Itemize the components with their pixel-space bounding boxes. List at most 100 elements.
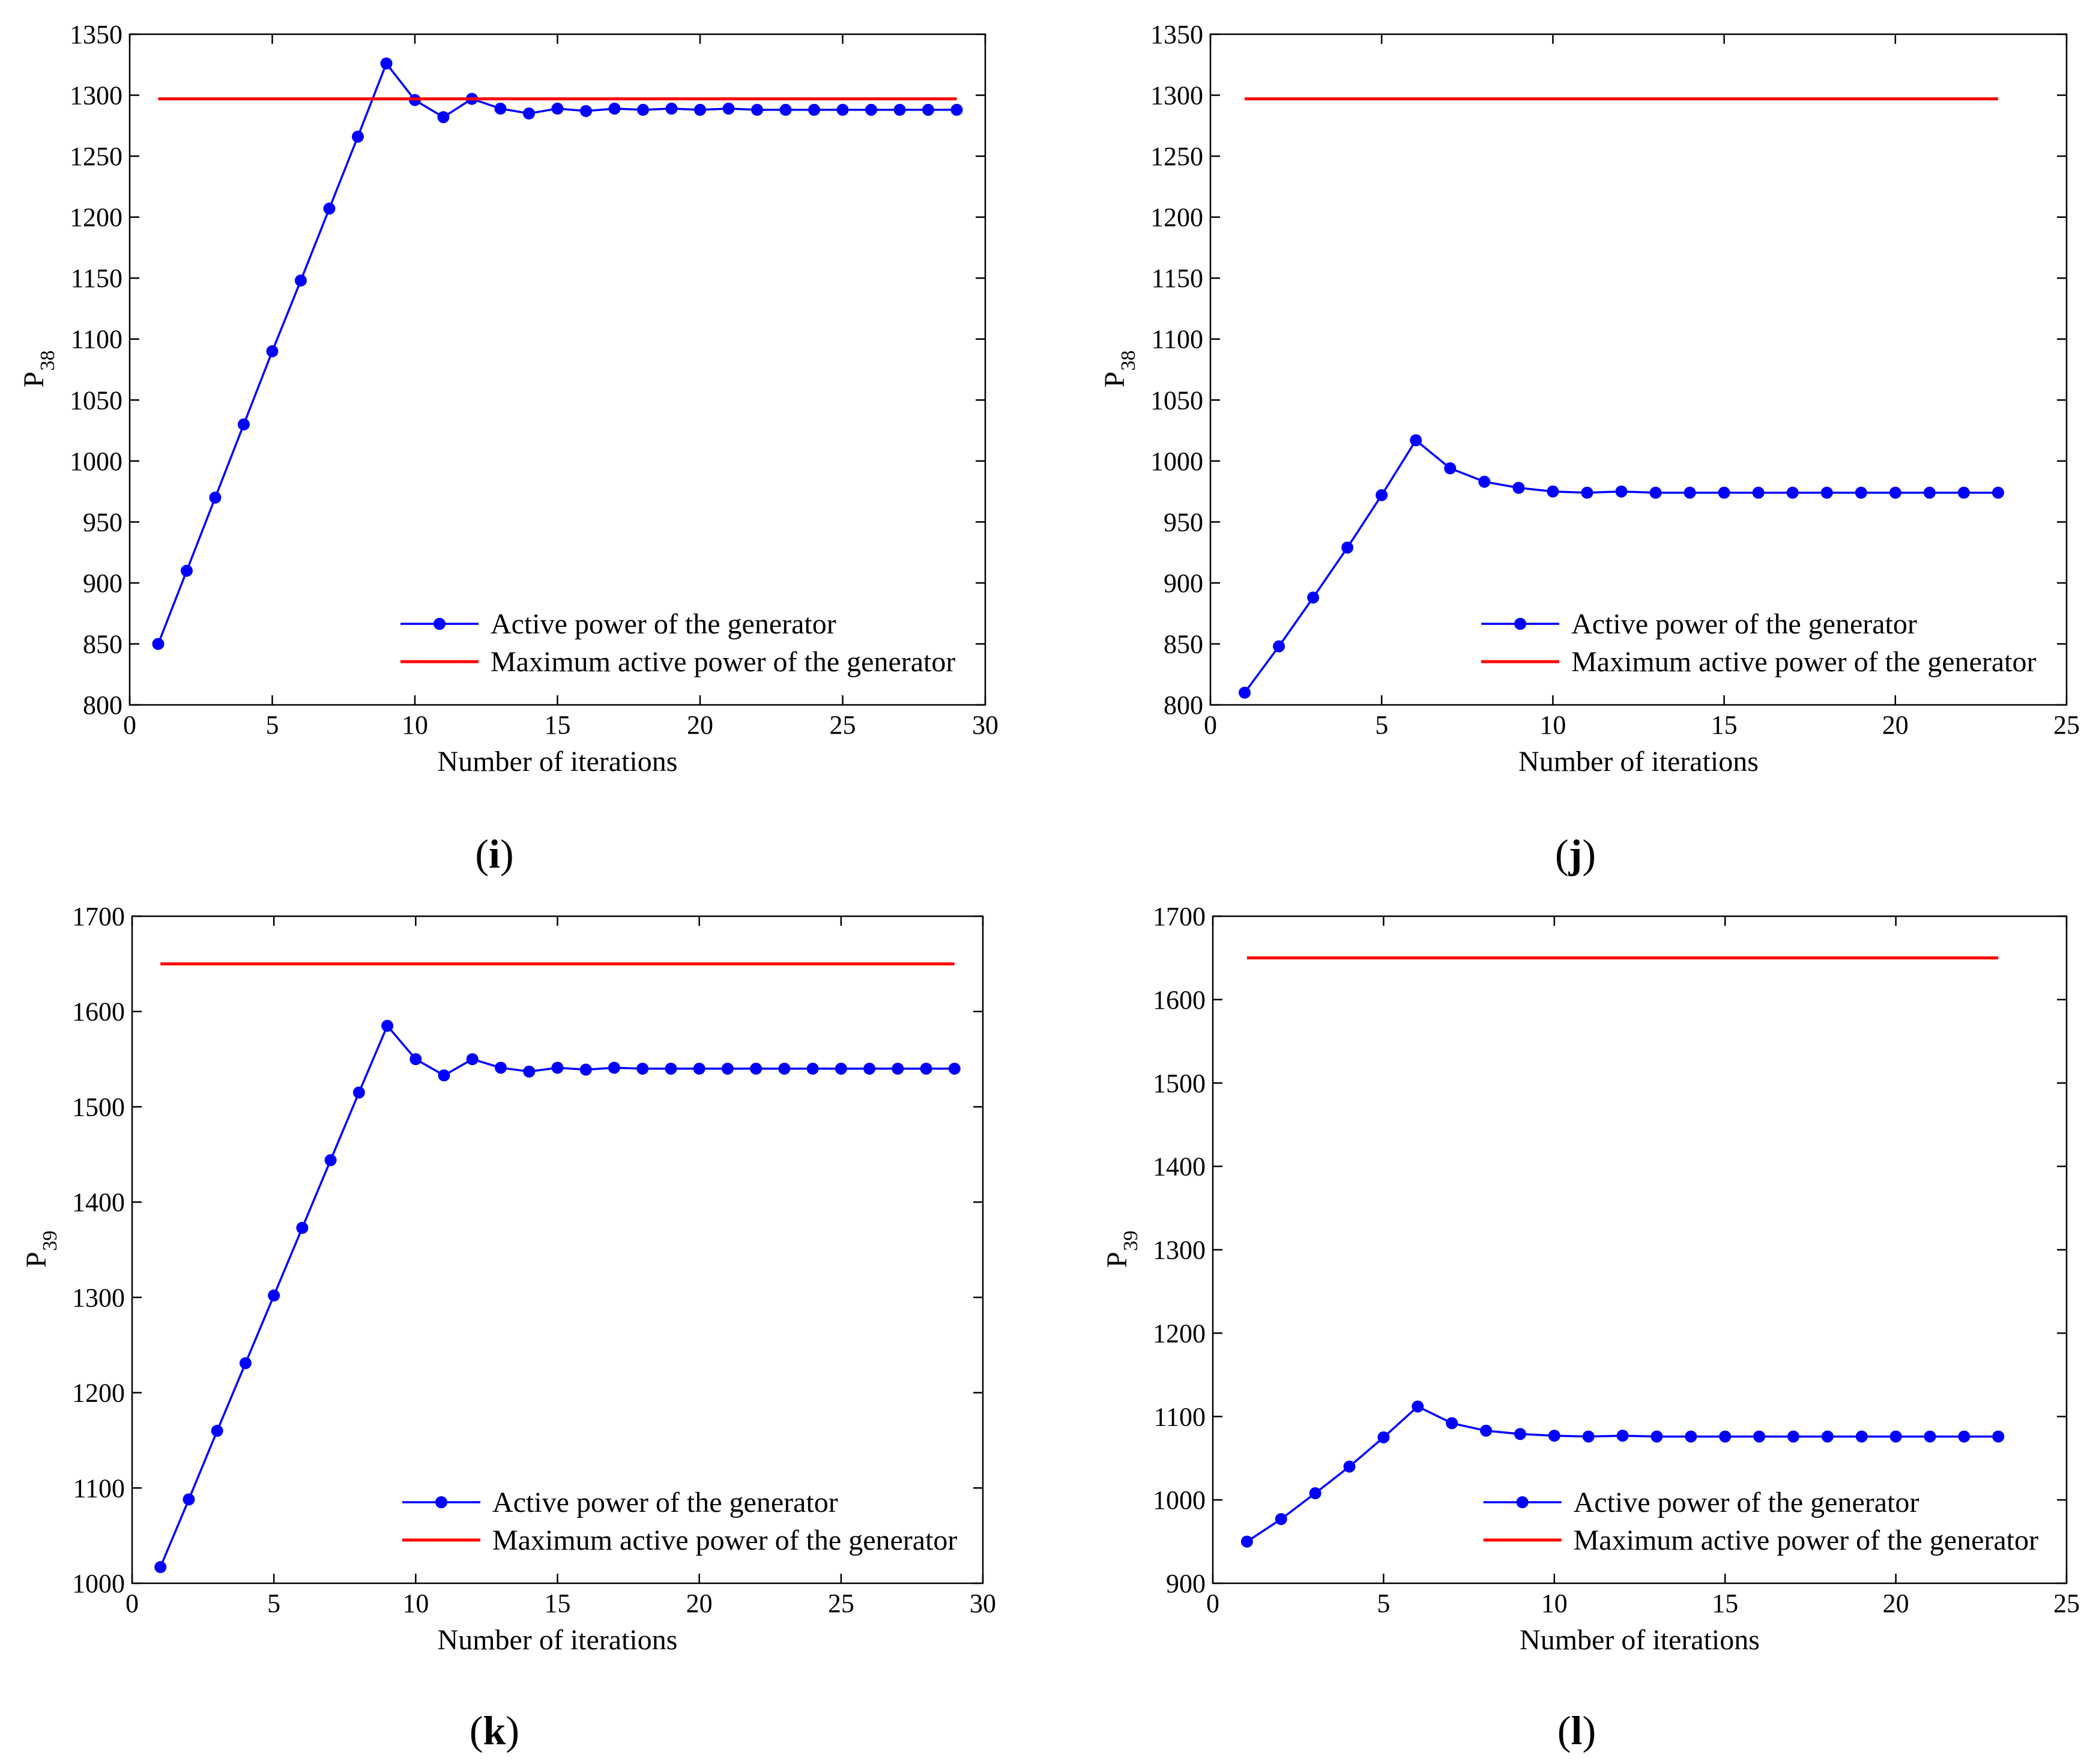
legend-label-max: Maximum active power of the generator: [492, 1524, 957, 1556]
y-tick-label: 1150: [71, 264, 122, 293]
active-power-point: [1275, 1513, 1287, 1526]
active-power-point: [1889, 486, 1901, 499]
caption-open-paren: (: [475, 831, 489, 877]
x-tick-label: 20: [1882, 710, 1909, 740]
active-power-point: [580, 104, 592, 117]
legend-label-active: Active power of the generator: [1571, 608, 1917, 640]
active-power-point: [1480, 1424, 1493, 1437]
active-power-point: [893, 103, 906, 116]
y-tick-label: 900: [1164, 569, 1203, 598]
active-power-point: [865, 103, 877, 116]
legend-marker-active: [1516, 1496, 1529, 1508]
active-power-point: [892, 1062, 904, 1075]
y-tick-label: 1350: [70, 20, 122, 49]
active-power-point: [551, 102, 564, 115]
active-power-point: [1307, 591, 1320, 604]
active-power-point: [183, 1493, 195, 1506]
y-tick-label: 1200: [70, 203, 122, 232]
active-power-point: [1239, 686, 1251, 699]
active-power-point: [694, 103, 706, 116]
y-tick-label: 1150: [1152, 264, 1203, 293]
x-tick-label: 30: [972, 710, 998, 740]
y-tick-label: 1400: [1153, 1152, 1206, 1182]
legend-label-max: Maximum active power of the generator: [1571, 646, 2036, 678]
panel-caption: (l): [1557, 1708, 1596, 1753]
x-tick-label: 0: [125, 1589, 139, 1618]
y-tick-label: 1300: [70, 81, 122, 110]
active-power-point: [1753, 1430, 1766, 1443]
active-power-point: [466, 1053, 479, 1066]
active-power-point: [381, 1019, 394, 1032]
plot-frame: [1212, 915, 2068, 1584]
y-tick-label: 1000: [1150, 447, 1203, 476]
active-power-point: [1923, 486, 1936, 499]
caption-open-paren: (: [1557, 1708, 1571, 1753]
x-tick-label: 15: [1711, 710, 1738, 740]
active-power-point: [1444, 462, 1457, 475]
y-tick-label: 1250: [1150, 142, 1203, 171]
active-power-point: [608, 1062, 620, 1074]
active-power-point: [324, 1154, 337, 1167]
active-power-point: [1821, 1430, 1834, 1443]
active-power-point: [523, 107, 535, 120]
active-power-point: [808, 103, 820, 116]
x-tick-label: 15: [545, 710, 571, 740]
caption-letter: l: [1571, 1708, 1583, 1753]
active-power-point: [863, 1062, 876, 1075]
active-power-point: [1855, 486, 1867, 499]
active-power-point: [437, 111, 450, 124]
chart-panel-i: 0 5 10 15 20 25 30 800 850 900 950 1000 1050 1100 1150…: [18, 20, 998, 877]
active-power-point: [209, 491, 222, 504]
x-tick-label: 30: [970, 1589, 996, 1618]
active-power-point: [1992, 486, 2004, 499]
y-tick-label: 1400: [72, 1188, 125, 1217]
caption-close-paren: ): [1582, 831, 1596, 877]
caption-open-paren: (: [470, 1708, 483, 1753]
x-tick-label: 10: [1541, 1589, 1568, 1618]
active-power-point: [1651, 1430, 1663, 1443]
active-power-point: [1514, 1428, 1526, 1440]
y-axis-label: P39: [1101, 1231, 1142, 1268]
active-power-point: [636, 1062, 649, 1075]
active-power-point: [1512, 482, 1525, 494]
y-tick-label: 1700: [1153, 902, 1206, 931]
active-power-point: [1547, 485, 1559, 498]
y-tick-label: 1200: [1150, 203, 1203, 232]
active-power-point: [836, 103, 849, 116]
active-power-point: [1957, 486, 1970, 499]
active-power-point: [637, 103, 649, 116]
active-power-point: [1855, 1430, 1868, 1443]
active-power-point: [1752, 486, 1765, 499]
y-tick-label: 1600: [72, 997, 125, 1027]
active-power-point: [1309, 1487, 1321, 1500]
active-power-point: [1889, 1430, 1902, 1443]
active-power-point: [266, 345, 279, 358]
plot-frame: [131, 915, 984, 1584]
y-tick-label: 1100: [1154, 1402, 1206, 1431]
active-power-point: [1992, 1430, 2005, 1443]
active-power-point: [409, 1053, 422, 1066]
active-power-point: [551, 1062, 564, 1074]
active-power-point: [1343, 1460, 1356, 1473]
y-tick-label: 1050: [70, 385, 122, 415]
x-tick-label: 0: [1204, 710, 1217, 740]
legend-label-active: Active power of the generator: [491, 608, 836, 640]
active-power-point: [722, 102, 735, 115]
x-tick-label: 20: [1883, 1589, 1909, 1618]
active-power-point: [1615, 485, 1628, 498]
legend-label-max: Maximum active power of the generator: [491, 646, 955, 678]
active-power-point: [1649, 486, 1662, 499]
active-power-point: [1412, 1400, 1424, 1413]
active-power-point: [1581, 486, 1593, 499]
active-power-point: [665, 102, 678, 115]
active-power-point: [295, 274, 307, 287]
legend: Active power of the generator Maximum act…: [402, 1487, 957, 1556]
active-power-point: [238, 418, 250, 430]
y-tick-label: 1700: [72, 902, 125, 931]
active-power-point: [1958, 1430, 1971, 1443]
y-tick-label: 1300: [1150, 81, 1203, 110]
caption-close-paren: ): [500, 831, 514, 877]
x-axis-label: Number of iterations: [438, 746, 678, 778]
panel-caption: (j): [1555, 831, 1596, 877]
